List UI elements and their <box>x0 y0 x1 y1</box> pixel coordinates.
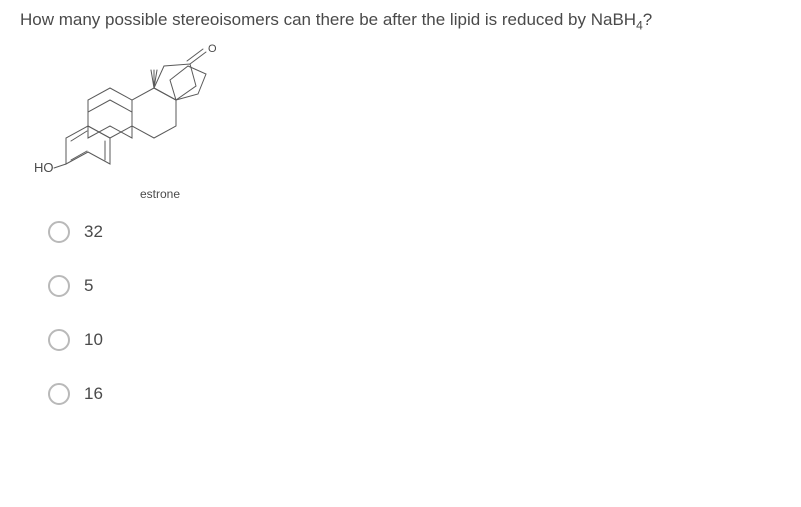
question-subscript: 4 <box>636 18 643 32</box>
figure-caption: estrone <box>140 187 781 201</box>
option-3[interactable]: 16 <box>48 383 781 405</box>
estrone-structure-svg: HO <box>30 40 270 180</box>
radio-icon <box>48 329 70 351</box>
question-suffix: ? <box>643 10 652 29</box>
option-label: 16 <box>84 384 103 404</box>
option-label: 10 <box>84 330 103 350</box>
option-label: 5 <box>84 276 93 296</box>
options-group: 32 5 10 16 <box>48 221 781 405</box>
option-2[interactable]: 10 <box>48 329 781 351</box>
radio-icon <box>48 221 70 243</box>
option-0[interactable]: 32 <box>48 221 781 243</box>
radio-icon <box>48 383 70 405</box>
svg-text:HO: HO <box>34 160 54 175</box>
question-text: How many possible stereoisomers can ther… <box>20 10 781 32</box>
question-prefix: How many possible stereoisomers can ther… <box>20 10 636 29</box>
svg-text:O: O <box>208 43 217 55</box>
radio-icon <box>48 275 70 297</box>
option-label: 32 <box>84 222 103 242</box>
structure-figure: HO <box>30 40 781 201</box>
option-1[interactable]: 5 <box>48 275 781 297</box>
